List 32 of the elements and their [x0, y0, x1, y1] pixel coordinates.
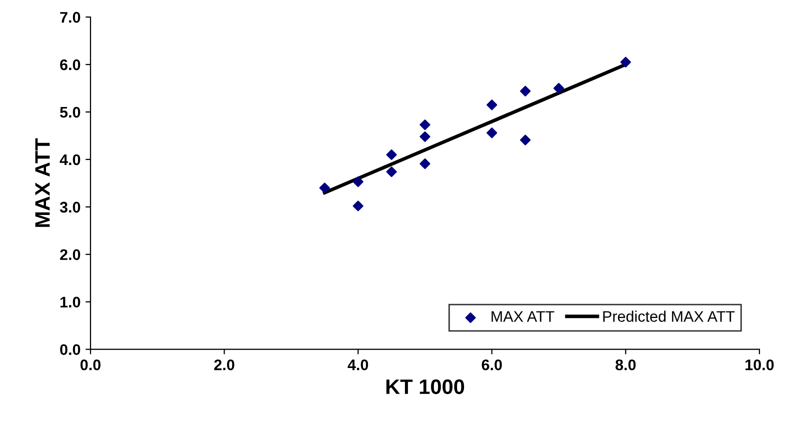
point: [386, 166, 397, 178]
x-tick-label: 0.0: [80, 359, 100, 370]
y-tick-label: 7.0: [60, 12, 80, 23]
y-tick-label: 0.0: [60, 344, 80, 356]
legend-label: MAX ATT: [492, 311, 554, 322]
y-tick-label: 1.0: [60, 296, 80, 308]
y-tick-label: 2.0: [60, 249, 80, 260]
x-tick-label: 2.0: [214, 359, 234, 370]
x-tick-label: 8.0: [616, 359, 636, 370]
y-tick-label: 4.0: [60, 154, 80, 166]
x-tick-label: 6.0: [482, 359, 502, 370]
point: [520, 134, 531, 146]
y-tick-label: 6.0: [60, 59, 80, 70]
legend-label: Predicted MAX ATT: [603, 310, 735, 322]
point: [420, 158, 430, 170]
point: [420, 119, 430, 130]
x-tick-label: 10.0: [746, 359, 774, 370]
point: [553, 82, 564, 94]
point: [520, 86, 531, 96]
y-axis-title: MAX ATT: [35, 138, 50, 227]
point: [386, 149, 397, 160]
y-tick-label: 3.0: [60, 202, 80, 213]
point: [620, 56, 631, 68]
x-axis-title: KT 1000: [386, 379, 464, 394]
y-tick-label: 5.0: [60, 106, 80, 118]
point: [352, 176, 364, 188]
point: [420, 131, 430, 142]
x-tick-label: 4.0: [348, 359, 368, 370]
point: [319, 182, 330, 194]
point: [486, 100, 498, 110]
point: [486, 128, 498, 138]
point: [352, 200, 364, 212]
